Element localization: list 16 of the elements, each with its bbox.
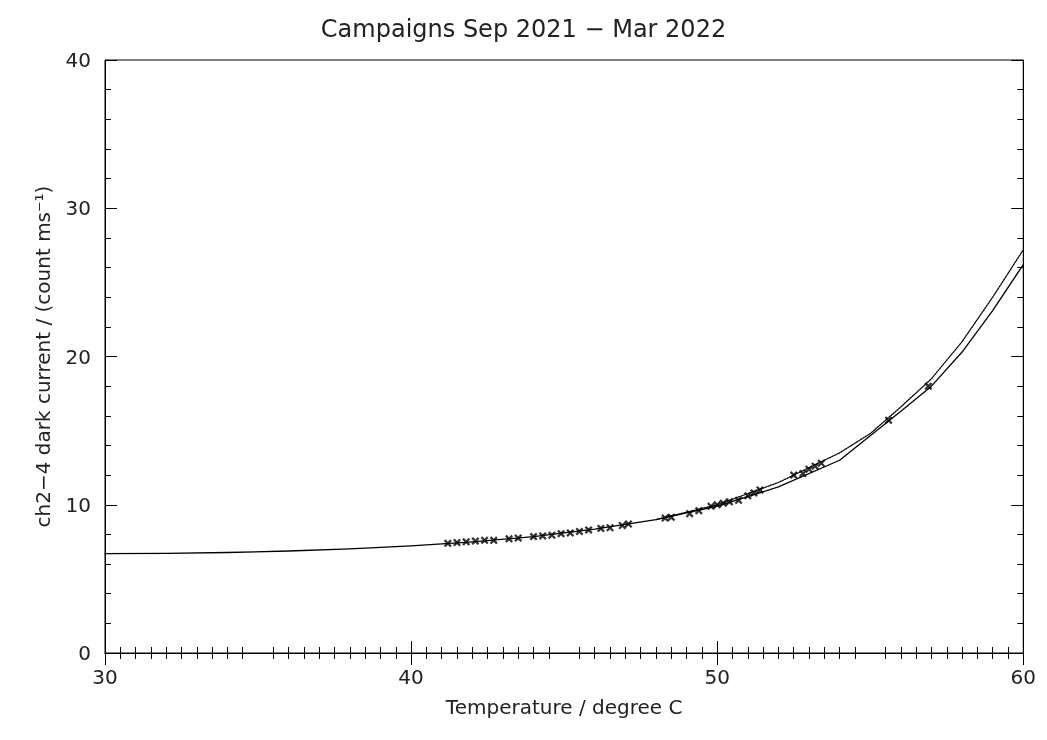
chart-title: Campaigns Sep 2021 − Mar 2022 [320, 15, 727, 43]
y-tick-label: 0 [78, 641, 91, 665]
y-tick-label: 20 [65, 344, 91, 369]
x-tick-label: 30 [92, 665, 118, 689]
y-tick-label: 40 [65, 48, 91, 72]
x-tick-label: 50 [704, 665, 730, 689]
x-axis-title: Temperature / degree C [444, 695, 683, 719]
y-axis-title: ch2−4 dark current / (count ms⁻¹) [31, 185, 55, 528]
point [471, 537, 480, 546]
x-tick-label: 40 [398, 665, 424, 689]
y-tick-label: 10 [65, 492, 91, 517]
y-tick-label: 30 [65, 196, 91, 221]
x-tick-label: 60 [1010, 665, 1036, 689]
point [443, 539, 452, 548]
point [538, 531, 547, 540]
point [453, 538, 462, 547]
